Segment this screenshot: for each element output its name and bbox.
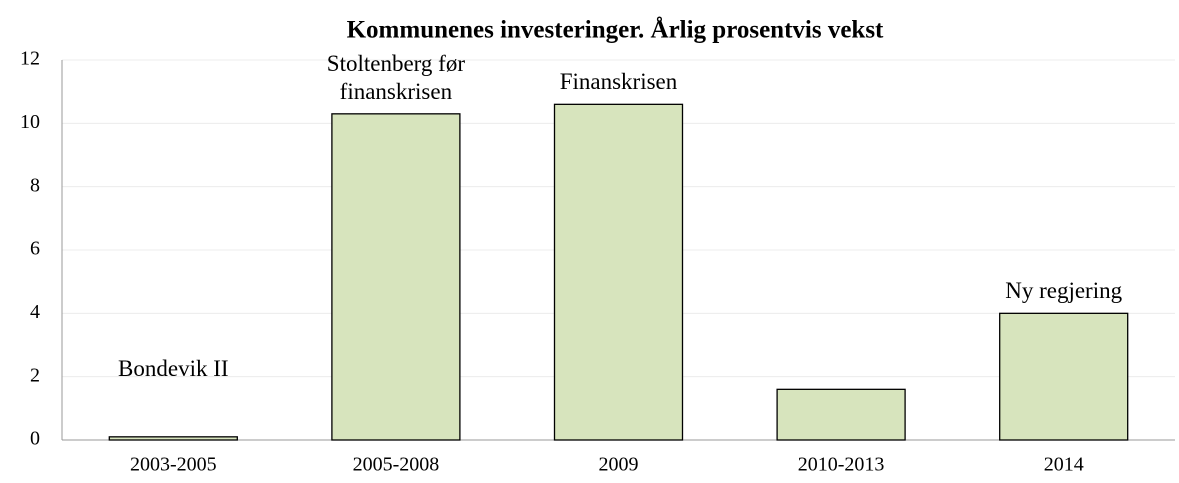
bar [776,388,906,441]
y-tick-label: 6 [30,238,40,260]
y-tick-label: 8 [30,174,40,196]
annotation: Bondevik II [118,355,229,381]
bar [553,103,684,441]
chart-title: Kommunenes investeringer. Årlig prosentv… [347,16,884,44]
annotation: Ny regjering [1005,278,1123,304]
x-tick-label: 2005-2008 [353,454,440,476]
y-tick-label: 4 [30,301,40,323]
y-tick-label: 12 [20,48,40,70]
x-tick-label: 2014 [1044,454,1084,476]
bar [108,436,238,441]
annotation: Stoltenberg før finanskrisen [326,50,465,104]
bar [331,113,461,441]
x-tick-label: 2009 [599,454,639,476]
y-tick-label: 0 [30,428,40,450]
annotation: Finanskrisen [559,69,678,95]
y-tick-label: 10 [20,111,40,133]
bar [999,312,1129,441]
y-tick-label: 2 [30,364,40,386]
x-tick-label: 2003-2005 [130,454,217,476]
x-tick-label: 2010-2013 [798,454,885,476]
